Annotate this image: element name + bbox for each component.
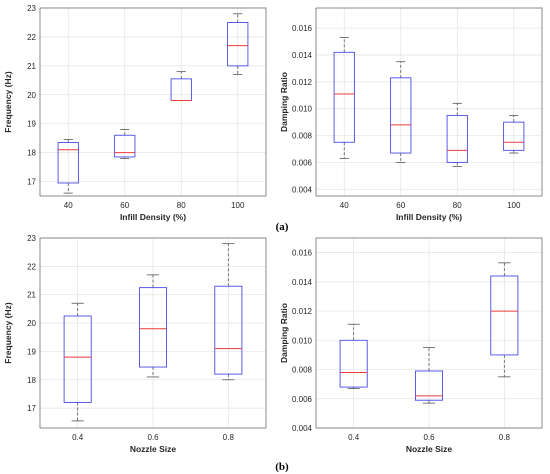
iqr-box: [339, 339, 368, 388]
iqr-box: [490, 275, 519, 356]
x-axis-label: Infill Density (%): [120, 212, 186, 222]
y-axis-label: Frequency (Hz): [3, 302, 13, 364]
y-axis-label: Frequency (Hz): [3, 71, 13, 133]
box-100: [227, 13, 249, 75]
y-axis-label: Damping Ratio: [279, 303, 289, 363]
y-tick-label: 0.004: [292, 424, 313, 433]
x-axis-label: Nozzle Size: [130, 444, 177, 454]
y-tick-label: 0.014: [292, 51, 313, 60]
axis-frame: [315, 237, 543, 429]
y-tick-label: 17: [27, 404, 36, 413]
iqr-box: [390, 77, 412, 154]
iqr-box: [414, 370, 444, 401]
x-axis-label: Infill Density (%): [396, 212, 462, 222]
y-tick-label: 0.008: [292, 366, 313, 375]
box-0.8: [490, 262, 519, 378]
y-tick-label: 0.014: [292, 278, 313, 287]
y-tick-label: 21: [27, 62, 36, 71]
iqr-box: [214, 285, 243, 375]
x-tick-label: 60: [396, 201, 405, 210]
y-tick-label: 0.010: [292, 336, 313, 345]
y-tick-label: 18: [27, 149, 36, 158]
panel-a-frequency-vs-infill-density: 17 18 19 20 21 22 23 40 60 80 100 Infill Density (%…: [3, 4, 267, 222]
box-60: [390, 61, 412, 163]
x-tick-label: 0.8: [499, 433, 511, 442]
x-tick-label: 0.8: [223, 433, 235, 442]
axis-frame: [315, 7, 543, 197]
caption-b: (b): [275, 461, 289, 473]
y-tick-label: 0.006: [292, 158, 313, 167]
y-tick-label: 23: [27, 4, 36, 13]
y-tick-label: 19: [27, 120, 36, 129]
y-tick-label: 22: [27, 262, 36, 271]
y-tick-label: 23: [27, 234, 36, 243]
box-0.4: [63, 302, 92, 422]
panel-a-damping-vs-infill-density: 0.004 0.006 0.008 0.010 0.012 0.014 0.016 40 60 8…: [279, 7, 543, 222]
y-tick-label: 0.016: [292, 249, 313, 258]
box-40: [57, 139, 79, 194]
x-tick-label: 40: [340, 201, 349, 210]
iqr-box: [138, 287, 168, 368]
y-tick-label: 0.004: [292, 185, 313, 194]
x-tick-label: 40: [64, 201, 73, 210]
box-0.6: [414, 347, 444, 404]
x-tick-label: 0.4: [348, 433, 360, 442]
x-tick-label: 80: [177, 201, 186, 210]
y-tick-label: 20: [27, 319, 36, 328]
plot-area: [316, 8, 542, 196]
y-tick-label: 22: [27, 33, 36, 42]
axis-frame: [39, 237, 267, 429]
y-tick-label: 17: [27, 178, 36, 187]
x-tick-label: 0.6: [147, 433, 159, 442]
y-tick-label: 0.008: [292, 132, 313, 141]
iqr-box: [227, 22, 249, 67]
panel-b-damping-vs-nozzle-size: 0.004 0.006 0.008 0.010 0.012 0.014 0.016 0.4 0.…: [279, 237, 543, 454]
plot-area: [40, 8, 266, 196]
y-tick-label: 0.012: [292, 78, 313, 87]
caption-a: (a): [276, 221, 289, 233]
box-40: [333, 37, 355, 159]
y-tick-label: 0.016: [292, 24, 313, 33]
y-tick-label: 20: [27, 91, 36, 100]
iqr-box: [114, 134, 136, 158]
x-tick-label: 60: [120, 201, 129, 210]
x-tick-label: 100: [231, 201, 245, 210]
y-axis-label: Damping Ratio: [279, 72, 289, 132]
y-tick-label: 0.012: [292, 307, 313, 316]
x-axis-label: Nozzle Size: [406, 444, 453, 454]
box-0.6: [138, 274, 168, 378]
x-tick-label: 0.6: [423, 433, 435, 442]
box-100: [503, 115, 525, 154]
x-tick-label: 100: [507, 201, 521, 210]
iqr-box: [333, 51, 355, 143]
y-tick-label: 18: [27, 376, 36, 385]
box-0.8: [214, 243, 243, 381]
axis-frame: [39, 7, 267, 197]
panel-b-frequency-vs-nozzle-size: 17 18 19 20 21 22 23 0.4 0.6 0.8 Nozzle Size Freque…: [3, 234, 267, 454]
box-0.4: [339, 323, 368, 389]
y-tick-label: 19: [27, 347, 36, 356]
box-80: [446, 102, 468, 167]
y-tick-label: 0.010: [292, 105, 313, 114]
x-tick-label: 0.4: [72, 433, 84, 442]
iqr-box: [503, 121, 525, 151]
iqr-box: [446, 114, 468, 163]
iqr-box: [57, 142, 79, 184]
x-tick-label: 80: [453, 201, 462, 210]
box-60: [114, 129, 136, 159]
box-80: [170, 71, 192, 102]
iqr-box: [63, 315, 92, 403]
y-tick-label: 21: [27, 291, 36, 300]
y-tick-label: 0.006: [292, 395, 313, 404]
